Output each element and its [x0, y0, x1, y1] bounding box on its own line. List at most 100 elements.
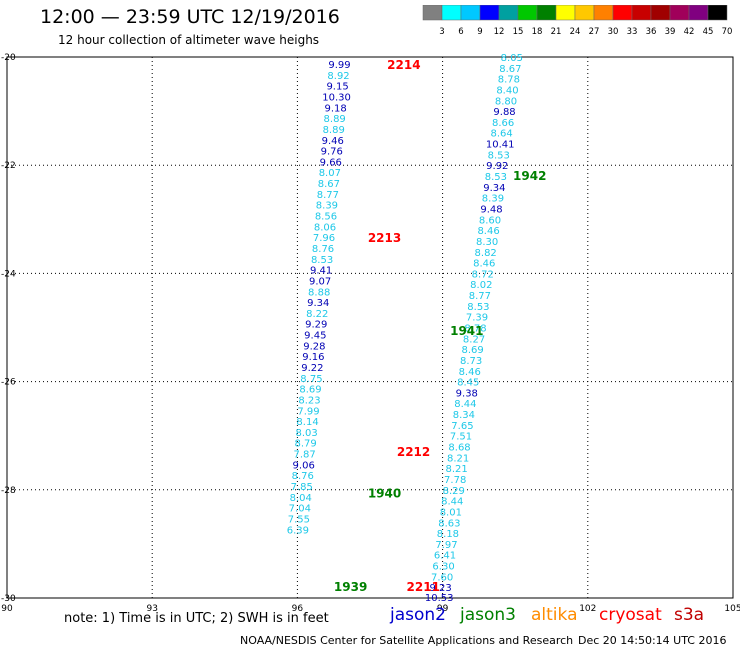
- wave-height-value: 8.89: [324, 114, 346, 125]
- wave-height-value: 9.28: [303, 341, 325, 352]
- wave-height-value: 8.76: [292, 471, 314, 482]
- page-title: 12:00 — 23:59 UTC 12/19/2016: [40, 6, 340, 28]
- wave-height-value: 8.06: [314, 222, 336, 233]
- wave-height-value: 7.87: [294, 450, 316, 461]
- scale-tick-label: 33: [627, 27, 638, 37]
- wave-height-value: 8.64: [491, 129, 513, 140]
- scale-tick-label: 3: [439, 27, 444, 37]
- scale-tick-label: 39: [665, 27, 676, 37]
- wave-height-value: 8.46: [473, 259, 495, 270]
- scale-tick-label: 12: [494, 27, 505, 37]
- wave-height-value: 9.66: [320, 157, 342, 168]
- wave-height-value: 9.18: [325, 103, 347, 114]
- note-text: note: 1) Time is in UTC; 2) SWH is in fe…: [64, 611, 329, 626]
- wave-height-value: 8.63: [438, 518, 460, 529]
- wave-height-value: 7.85: [291, 482, 313, 493]
- wave-height-value: 9.41: [310, 266, 332, 277]
- wave-height-value: 8.02: [470, 280, 492, 291]
- wave-height-value: 8.77: [317, 190, 339, 201]
- wave-height-value: 7.99: [297, 406, 319, 417]
- y-tick-label: -28: [1, 486, 16, 496]
- pass-label: 1942: [513, 169, 546, 183]
- wave-height-value: 8.69: [461, 345, 483, 356]
- wave-height-value: 9.07: [309, 276, 331, 287]
- wave-height-value: 8.67: [499, 64, 521, 75]
- wave-height-value: 8.78: [498, 75, 520, 86]
- wave-height-value: 7.04: [289, 504, 311, 515]
- pass-label: 2213: [368, 231, 401, 245]
- wave-height-value: 8.22: [306, 309, 328, 320]
- y-tick-label: -22: [1, 161, 16, 171]
- wave-height-value: 9.88: [493, 107, 515, 118]
- x-tick-label: 99: [437, 604, 449, 614]
- scale-tick-label: 6: [458, 27, 463, 37]
- wave-height-value: 7.60: [431, 572, 453, 583]
- x-tick-label: 102: [579, 604, 596, 614]
- wave-height-value: 6.41: [434, 551, 456, 562]
- wave-height-value: 8.44: [454, 399, 476, 410]
- wave-height-value: 8.53: [488, 150, 510, 161]
- pass-label: 2211: [407, 580, 440, 594]
- wave-height-value: 9.34: [483, 183, 505, 194]
- wave-height-value: 9.23: [430, 583, 452, 594]
- wave-height-value: 8.68: [448, 443, 470, 454]
- wave-height-value: 8.53: [311, 255, 333, 266]
- wave-height-value: 7.55: [288, 514, 310, 525]
- y-tick-label: -30: [1, 594, 16, 604]
- wave-height-value: 7.65: [451, 421, 473, 432]
- footer-timestamp: Dec 20 14:50:14 UTC 2016: [578, 634, 727, 647]
- sat-legend-jason3: jason3: [460, 605, 516, 625]
- wave-height-value: 8.29: [443, 486, 465, 497]
- wave-height-value: 8.39: [482, 194, 504, 205]
- pass-label: 2212: [397, 445, 430, 459]
- scale-swatch: [707, 4, 728, 21]
- x-tick-label: 105: [724, 604, 740, 614]
- wave-height-value: 7.97: [435, 540, 457, 551]
- wave-height-value: 8.92: [327, 71, 349, 82]
- wave-height-value: 9.22: [301, 363, 323, 374]
- wave-height-value: 10.30: [322, 92, 351, 103]
- wave-height-value: 8.04: [290, 493, 312, 504]
- wave-height-value: 8.69: [299, 385, 321, 396]
- wave-height-value: 8.79: [294, 439, 316, 450]
- wave-height-value: 9.99: [328, 60, 350, 71]
- wave-height-value: 8.01: [440, 507, 462, 518]
- plot-frame: [6, 56, 734, 599]
- wave-height-value: 9.16: [302, 352, 324, 363]
- wave-height-value: 9.92: [486, 161, 508, 172]
- wave-height-value: 9.06: [293, 460, 315, 471]
- wave-height-value: 8.34: [453, 410, 475, 421]
- pass-label: 1940: [368, 487, 401, 501]
- wave-height-value: 8.73: [460, 356, 482, 367]
- pass-label: 2214: [387, 58, 420, 72]
- scale-tick-label: 45: [703, 27, 714, 37]
- wave-height-value: 8.27: [463, 334, 485, 345]
- y-tick-label: -24: [1, 269, 16, 279]
- wave-height-value: 8.89: [323, 125, 345, 136]
- wave-height-value: 8.77: [469, 291, 491, 302]
- wave-height-value: 8.44: [441, 497, 463, 508]
- wave-height-value: 9.46: [322, 136, 344, 147]
- scale-tick-label: 18: [532, 27, 543, 37]
- wave-height-value: 9.38: [456, 388, 478, 399]
- scale-tick-label: 30: [608, 27, 619, 37]
- wave-height-value: 8.67: [318, 179, 340, 190]
- pass-label: 1939: [334, 580, 367, 594]
- wave-height-value: 9.76: [321, 147, 343, 158]
- wave-height-value: 8.78: [464, 324, 486, 335]
- scale-tick-label: 27: [589, 27, 600, 37]
- wave-height-value: 8.18: [437, 529, 459, 540]
- y-tick-label: -26: [1, 378, 16, 388]
- pass-label: 1941: [450, 324, 483, 338]
- sat-legend-cryosat: cryosat: [599, 605, 662, 625]
- sat-legend-s3a: s3a: [674, 605, 705, 625]
- wave-height-value: 7.39: [466, 313, 488, 324]
- wave-height-value: 8.40: [496, 85, 518, 96]
- x-tick-label: 90: [1, 604, 13, 614]
- wave-height-value: 8.30: [476, 237, 498, 248]
- x-tick-label: 96: [292, 604, 304, 614]
- footer-credit: NOAA/NESDIS Center for Satellite Applica…: [240, 634, 574, 647]
- wave-height-value: 8.46: [459, 367, 481, 378]
